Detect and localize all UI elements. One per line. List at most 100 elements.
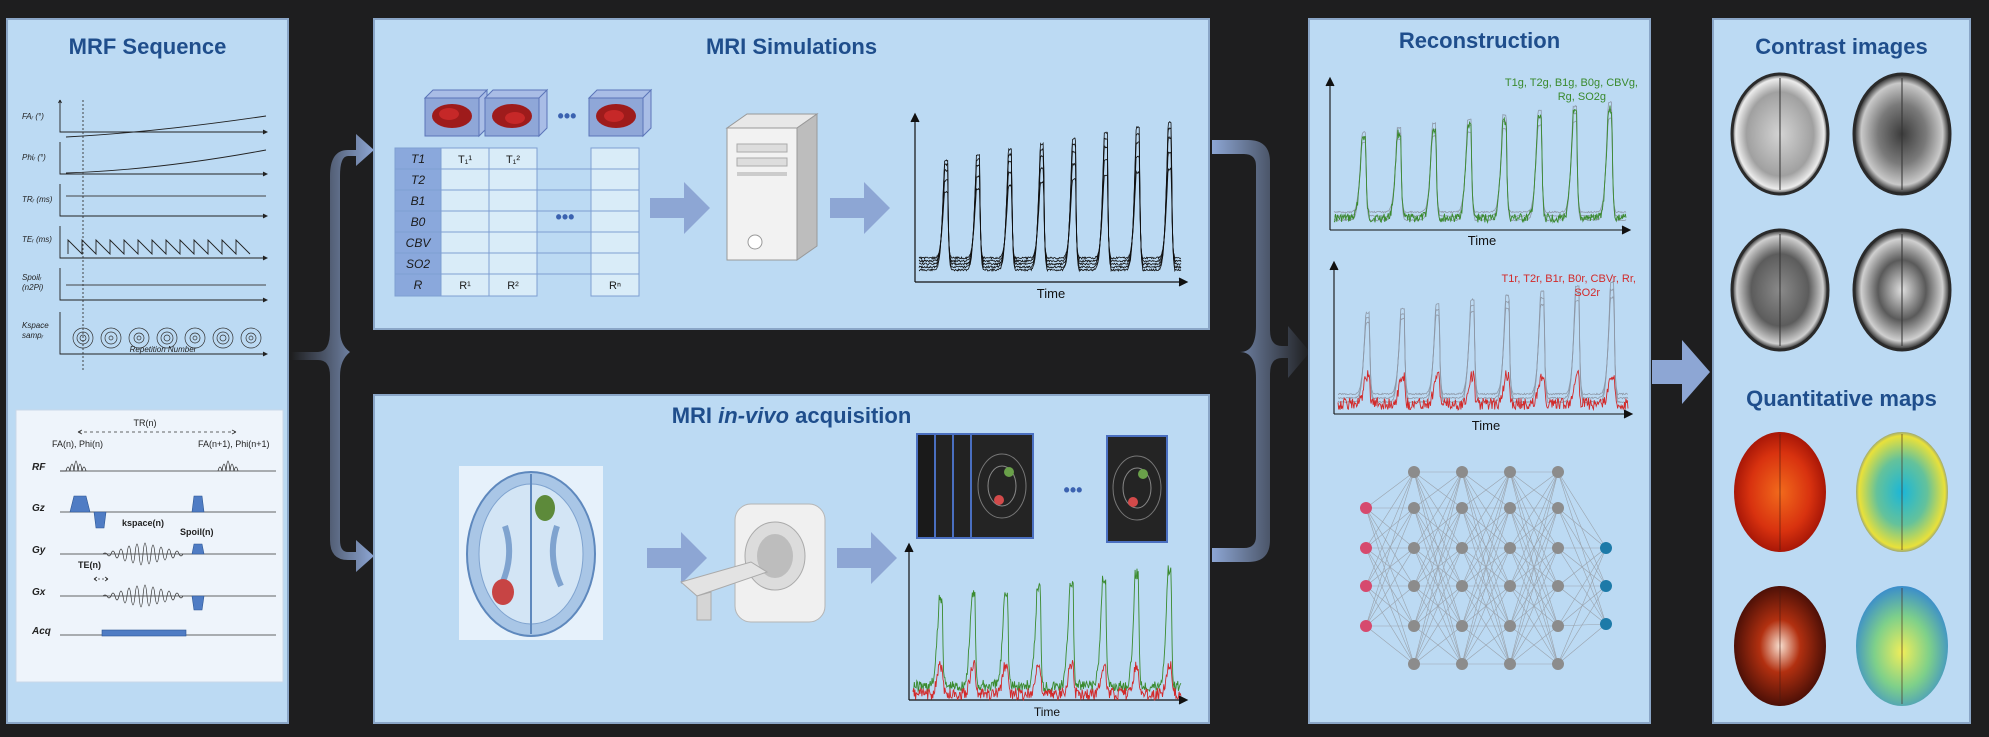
nn-connection bbox=[1365, 585, 1415, 665]
nn-connection bbox=[1413, 471, 1463, 627]
nn-connection bbox=[1557, 547, 1607, 627]
nn-connection bbox=[1413, 507, 1463, 549]
quantitative-maps-title: Quantitative maps bbox=[1746, 386, 1937, 411]
nn-connection bbox=[1461, 507, 1511, 587]
computer-icon bbox=[725, 113, 819, 261]
fa-phi-n1-label: FA(n+1), Phi(n+1) bbox=[198, 439, 270, 449]
reconstruction-title: Reconstruction bbox=[1398, 28, 1561, 53]
nn-connection bbox=[1461, 471, 1511, 509]
pulse-sequence-box bbox=[15, 409, 284, 683]
sim-curve-4 bbox=[918, 151, 1182, 264]
kspace-row-label: Kspace bbox=[22, 321, 49, 330]
mri-simulations-title: MRI Simulations bbox=[705, 34, 878, 59]
sim-time-label: Time bbox=[1037, 286, 1065, 301]
nn-hidden-node bbox=[1456, 658, 1468, 670]
nn-connection bbox=[1461, 625, 1511, 665]
green-roi bbox=[535, 495, 555, 521]
repetition-number-label: Repetition Number bbox=[130, 345, 197, 354]
nn-connection bbox=[1509, 507, 1559, 549]
rec-green-time-label: Time bbox=[1468, 233, 1496, 248]
rec-gray-curve-a3 bbox=[1333, 117, 1627, 214]
invivo-green-signal bbox=[912, 565, 1182, 694]
nn-connection bbox=[1557, 507, 1607, 625]
nn-connection bbox=[1461, 471, 1511, 549]
reconstructed-green-signal bbox=[1333, 105, 1627, 225]
voxel-cubes bbox=[423, 88, 653, 138]
mrf-sequence-panel: MRF Sequence FAᵣ (°) Phiᵣ (°) TRᵣ (ms) T… bbox=[6, 18, 289, 724]
col-r-n: Rⁿ bbox=[609, 280, 621, 292]
invivo-title-post: acquisition bbox=[789, 403, 912, 428]
acquired-image-stack bbox=[916, 433, 1168, 543]
contrast-graphic bbox=[1730, 72, 1952, 706]
invivo-title-em: in-vivo bbox=[718, 403, 790, 428]
mri-simulations-panel: MRI Simulations ••• T1 T2 B1 B0 CBV SO2 … bbox=[373, 18, 1210, 330]
param-so2: SO2 bbox=[406, 257, 430, 271]
param-r: R bbox=[414, 278, 423, 292]
sim-curve-1 bbox=[918, 120, 1182, 273]
param-t2: T2 bbox=[411, 173, 425, 187]
gx-spoiler-lobe bbox=[191, 595, 205, 611]
gy-spoiler-lobe bbox=[191, 543, 205, 555]
nn-connection bbox=[1461, 547, 1511, 665]
nn-connection bbox=[1365, 547, 1415, 627]
green-params-label-2: Rg, SO2g bbox=[1558, 91, 1606, 103]
nn-hidden-node bbox=[1408, 502, 1420, 514]
nn-hidden-node bbox=[1552, 466, 1564, 478]
invivo-title-pre: MRI bbox=[671, 403, 719, 428]
nn-input-node bbox=[1360, 542, 1372, 554]
nn-hidden-node bbox=[1504, 502, 1516, 514]
nn-connection bbox=[1509, 471, 1559, 549]
invivo-time-label: Time bbox=[1034, 705, 1061, 719]
nn-hidden-node bbox=[1408, 580, 1420, 592]
table-to-computer-arrow bbox=[650, 182, 710, 234]
nn-connection bbox=[1413, 471, 1463, 665]
rec-red-time-label: Time bbox=[1472, 418, 1500, 433]
nn-connection bbox=[1557, 471, 1607, 549]
brain-to-scanner-arrow bbox=[647, 532, 707, 584]
red-params-label-2: SO2r bbox=[1574, 287, 1600, 299]
spoil-row-label: Spoilᵣ bbox=[22, 273, 42, 282]
nn-connection bbox=[1557, 585, 1607, 625]
nn-connection bbox=[1365, 507, 1415, 627]
nn-connection bbox=[1509, 471, 1559, 509]
nn-connection bbox=[1557, 547, 1607, 587]
reconstructed-red-signal bbox=[1337, 369, 1629, 412]
contrast-panel: Contrast images Quantitative maps bbox=[1712, 18, 1971, 724]
rec-gray-curve-b1 bbox=[1337, 280, 1629, 404]
nn-connection bbox=[1461, 471, 1511, 627]
nn-connection bbox=[1557, 471, 1607, 587]
rec-gray-curve-a2 bbox=[1333, 108, 1627, 218]
nn-hidden-node bbox=[1552, 658, 1564, 670]
simulated-signal-curves bbox=[918, 120, 1182, 273]
sim-curve-5 bbox=[918, 167, 1181, 261]
nn-output-node bbox=[1600, 580, 1612, 592]
fa-row-label: FAᵣ (°) bbox=[22, 112, 44, 121]
col-r-2: R² bbox=[507, 280, 519, 292]
nn-connection bbox=[1509, 507, 1559, 587]
mrf-sequence-plots: FAᵣ (°) Phiᵣ (°) TRᵣ (ms) TEᵣ (ms) Spoil… bbox=[15, 99, 284, 683]
te-label: TE(n) bbox=[78, 560, 101, 570]
nn-connection bbox=[1461, 507, 1511, 549]
nn-connection bbox=[1461, 471, 1511, 665]
param-b1: B1 bbox=[411, 194, 426, 208]
gz-slice-lobe bbox=[69, 495, 91, 513]
nn-connection bbox=[1557, 507, 1607, 587]
nn-input-node bbox=[1360, 620, 1372, 632]
nn-connection bbox=[1509, 471, 1559, 627]
spoil-unit-label: (n2Pi) bbox=[22, 283, 44, 292]
mri-scanner-icon bbox=[679, 503, 826, 623]
param-cbv: CBV bbox=[406, 236, 432, 250]
nn-connection bbox=[1365, 507, 1415, 587]
invivo-graphic: ••• Time bbox=[459, 433, 1189, 719]
param-t1: T1 bbox=[411, 152, 425, 166]
nn-connection bbox=[1365, 471, 1415, 549]
nn-connection bbox=[1413, 625, 1463, 665]
nn-connection bbox=[1413, 585, 1463, 665]
reconstruction-to-contrast-arrow bbox=[1652, 340, 1710, 404]
neural-network bbox=[1360, 466, 1612, 670]
sim-curve-3 bbox=[919, 136, 1182, 266]
nn-hidden-node bbox=[1552, 620, 1564, 632]
simulations-graphic: ••• T1 T2 B1 B0 CBV SO2 R T₁¹ T₁² R¹ R² … bbox=[394, 88, 1189, 301]
nn-connection bbox=[1413, 547, 1463, 665]
gz-spoiler-lobe bbox=[191, 495, 205, 513]
